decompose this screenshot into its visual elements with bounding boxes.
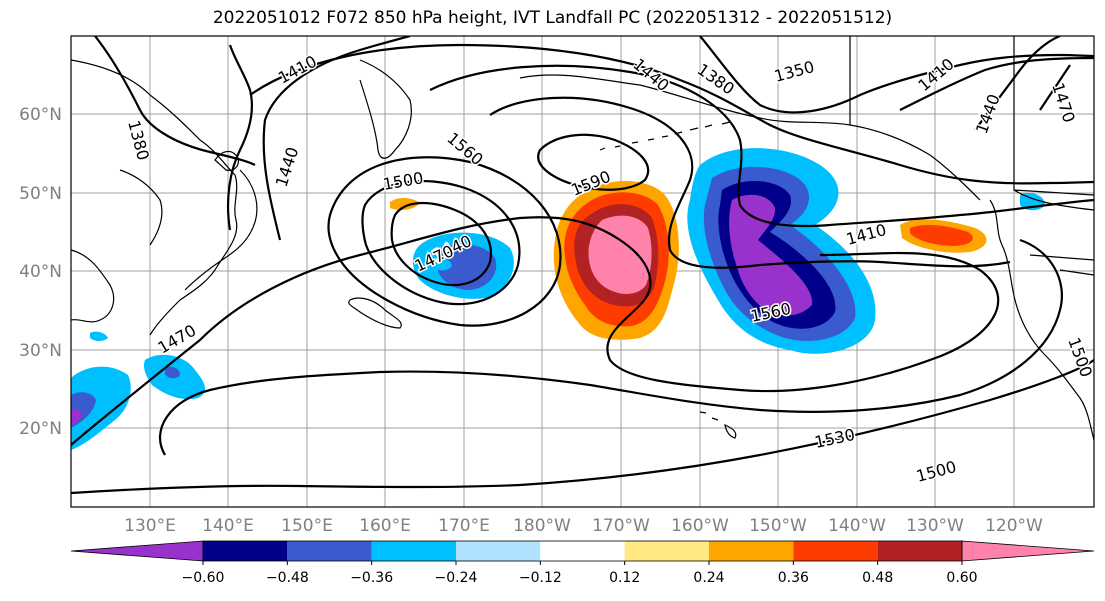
lon-label: 120°W — [985, 516, 1043, 536]
ivt-negative-anomaly-southwest — [71, 331, 206, 450]
colorbar-box — [793, 541, 878, 561]
lon-label: 150°W — [749, 516, 807, 536]
colorbar-box — [371, 541, 456, 561]
colorbar-extension-low — [70, 540, 204, 562]
colorbar-box — [203, 541, 288, 561]
map-frame — [70, 35, 1095, 508]
lon-label: 180°W — [513, 516, 571, 536]
colorbar-box — [709, 541, 794, 561]
colorbar-extension-high — [961, 540, 1095, 562]
colorbar-box — [624, 541, 709, 561]
latitude-labels: 60°N 50°N 40°N 30°N 20°N — [19, 105, 62, 439]
lon-label: 130°W — [906, 516, 964, 536]
colorbar-outline — [202, 540, 963, 562]
colorbar-tick-label: −0.24 — [435, 570, 478, 586]
colorbar-tick-label: 0.36 — [778, 570, 809, 586]
lon-label: 150°E — [281, 516, 333, 536]
ivt-negative-anomaly-east — [687, 148, 1045, 354]
colorbar-tick-label: −0.60 — [182, 570, 225, 586]
longitude-labels: 130°E 140°E 150°E 160°E 170°E 180°W 170°… — [124, 516, 1043, 536]
colorbar-tick-label: −0.36 — [350, 570, 393, 586]
colorbar-tick-label: 0.60 — [946, 570, 977, 586]
lat-label: 60°N — [19, 105, 62, 125]
lat-label: 50°N — [19, 184, 62, 204]
colorbar-box — [456, 541, 541, 561]
colorbar-tick-label: −0.12 — [519, 570, 562, 586]
lon-label: 160°W — [671, 516, 729, 536]
colorbar-tick-label: −0.48 — [266, 570, 309, 586]
lon-label: 140°E — [202, 516, 254, 536]
lat-label: 20°N — [19, 419, 62, 439]
height-contours — [71, 36, 1094, 495]
colorbar-tick-label: 0.12 — [609, 570, 640, 586]
lon-label: 160°E — [359, 516, 411, 536]
colorbar-tick-label: 0.48 — [862, 570, 893, 586]
colorbar-tick-label: 0.24 — [693, 570, 724, 586]
lon-label: 130°E — [124, 516, 176, 536]
coastlines — [71, 36, 1094, 441]
map-title: 2022051012 F072 850 hPa height, IVT Land… — [212, 8, 893, 28]
colorbar-box — [877, 541, 962, 561]
colorbar-box — [540, 541, 625, 561]
lon-label: 170°E — [438, 516, 490, 536]
lat-label: 40°N — [19, 262, 62, 282]
lon-label: 170°W — [592, 516, 650, 536]
colorbar-box — [287, 541, 372, 561]
lon-label: 140°W — [828, 516, 886, 536]
lat-label: 30°N — [19, 341, 62, 361]
colorbar: −0.60 −0.48 −0.36 −0.24 −0.12 0.12 0.24 0.36 0.4… — [70, 540, 1095, 586]
ivt-positive-anomaly-east — [900, 219, 987, 253]
